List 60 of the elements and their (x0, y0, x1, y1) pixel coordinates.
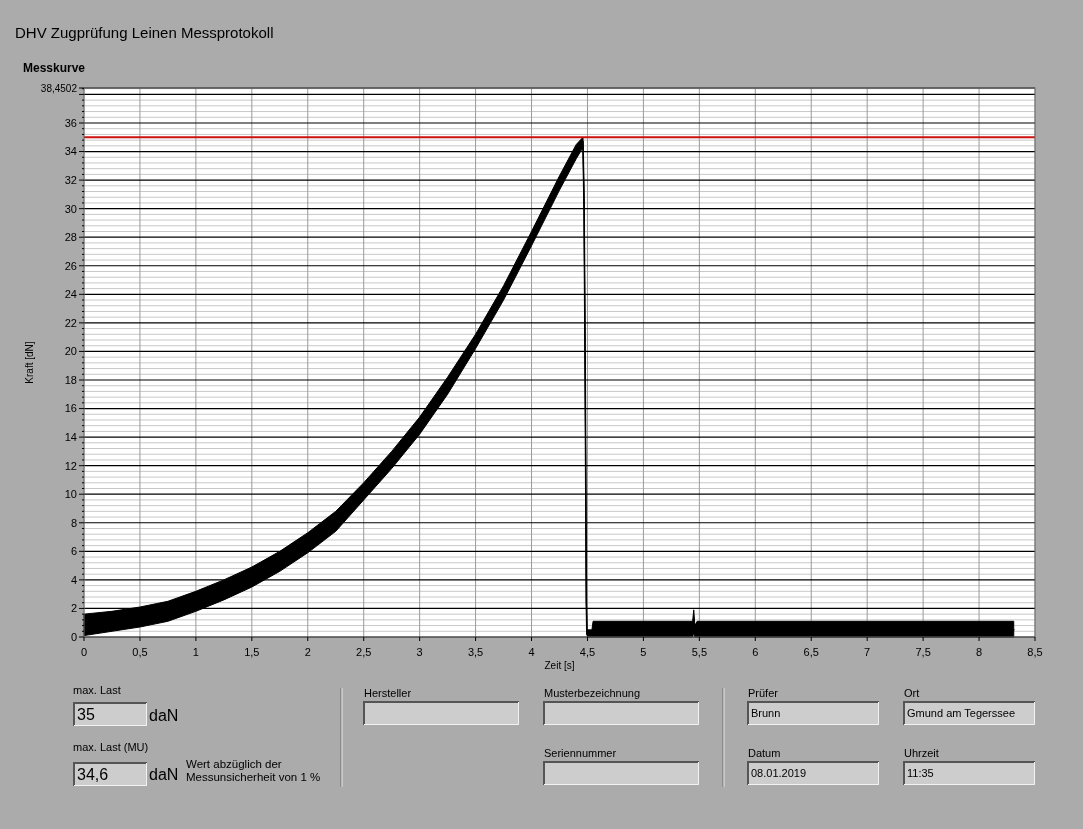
x-tick-label: 5 (640, 646, 647, 658)
text: daN (149, 766, 179, 783)
x-tick-label: 6 (752, 646, 759, 658)
y-tick-label: 12 (64, 459, 77, 472)
x-axis-title: Zeit [s] (544, 660, 575, 671)
x-tick-label: 8 (976, 646, 983, 658)
y-tick-label: 32 (64, 173, 77, 186)
text: 08.01.2019 (751, 767, 807, 779)
text: Wert abzüglich der Messunsicherheit von 1 % (186, 758, 321, 783)
y-tick-label: 18 (64, 373, 77, 386)
y-tick-label: 28 (64, 231, 77, 244)
x-tick-label: 0,5 (132, 646, 148, 658)
text: max. Last (MU) (73, 741, 149, 753)
x-tick-label: 5,5 (691, 646, 707, 658)
y-tick-label: 4 (70, 573, 77, 586)
y-tick-label: 24 (64, 288, 77, 301)
text: 11:35 (907, 767, 934, 779)
text: Brunn (751, 707, 781, 719)
y-tick-label: 6 (70, 545, 77, 558)
y-tick-label: 14 (64, 430, 77, 443)
x-tick-label: 7,5 (915, 646, 931, 658)
text: Seriennummer (544, 747, 617, 759)
y-tick-label: 22 (64, 316, 77, 329)
chart-subtitle: Messkurve (23, 61, 86, 75)
x-tick-label: 1 (192, 646, 199, 658)
x-tick-label: 7 (864, 646, 871, 658)
y-tick-label: 8 (70, 516, 77, 529)
text: Hersteller (364, 687, 412, 699)
y-tick-label: 38,4502 (40, 82, 78, 94)
x-tick-label: 3,5 (467, 646, 484, 658)
y-tick-label: 0 (70, 630, 77, 643)
text: Prüfer (748, 687, 779, 699)
x-tick-label: 0 (80, 646, 88, 658)
x-tick-label: 1,5 (244, 646, 260, 658)
y-tick-label: 36 (64, 116, 77, 129)
y-axis-title: Kraft [dN] (24, 341, 35, 384)
x-tick-label: 3 (416, 646, 423, 658)
text: Gmund am Tegerssee (907, 707, 1016, 719)
y-tick-label: 16 (64, 402, 77, 415)
text: Uhrzeit (904, 747, 939, 759)
x-tick-label: 8,5 (1027, 646, 1043, 658)
y-tick-label: 26 (64, 259, 77, 272)
x-tick-label: 2 (304, 646, 311, 658)
x-tick-label: 2,5 (356, 646, 372, 658)
y-tick-label: 34 (64, 145, 77, 158)
text: Ort (904, 687, 920, 699)
y-tick-label: 20 (64, 345, 77, 358)
chart-title: DHV Zugprüfung Leinen Messprotokoll (15, 24, 274, 41)
x-tick-label: 4 (528, 646, 535, 658)
x-tick-label: 6,5 (803, 646, 819, 658)
text: daN (149, 707, 179, 724)
text: 34,6 (77, 766, 109, 783)
text: max. Last (73, 684, 121, 696)
text: 35 (77, 706, 95, 723)
text: Datum (748, 747, 781, 759)
y-tick-label: 2 (70, 602, 77, 615)
x-tick-label: 4,5 (579, 646, 596, 658)
y-tick-label: 30 (64, 202, 77, 215)
text: Musterbezeichnung (544, 687, 641, 699)
y-tick-label: 10 (64, 488, 77, 501)
